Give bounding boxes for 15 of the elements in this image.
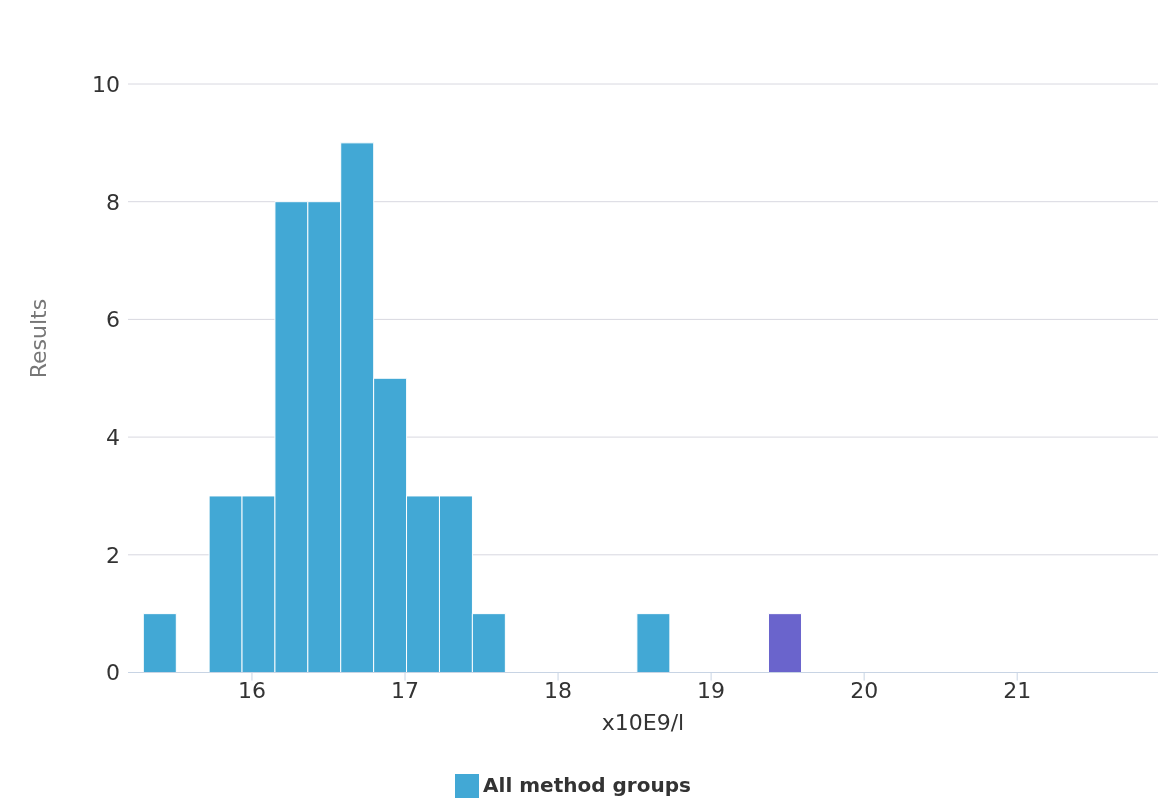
x-tick-label: 20 [850,678,879,704]
x-tick-label: 18 [544,678,573,704]
y-axis-title: Results [25,298,51,379]
y-tick-label: 2 [106,542,120,568]
y-tick-label: 0 [106,660,120,686]
x-tick-label: 19 [697,678,726,704]
x-tick-label: 16 [237,678,266,704]
y-tick-label: 6 [106,307,120,333]
x-tick-label: 21 [1003,678,1032,704]
y-tick-label: 4 [106,424,120,450]
x-axis-title: x10E9/l [601,710,685,736]
x-tick-label: 17 [391,678,420,704]
y-tick-label: 8 [106,189,120,215]
y-tick-label: 10 [92,71,120,97]
legend-label: All method groups [483,772,691,797]
